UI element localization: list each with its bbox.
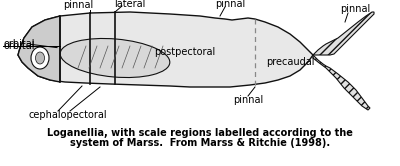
Ellipse shape [31, 47, 49, 69]
Text: system of Marss.  From Marss & Ritchie (1998).: system of Marss. From Marss & Ritchie (1… [70, 138, 330, 148]
Text: Loganellia, with scale regions labelled according to the: Loganellia, with scale regions labelled … [47, 128, 353, 138]
Text: pinnal: pinnal [215, 0, 245, 9]
Text: postpectoral: postpectoral [154, 47, 216, 57]
Text: orbital: orbital [3, 41, 34, 51]
Polygon shape [313, 55, 370, 110]
Polygon shape [18, 12, 313, 87]
Polygon shape [18, 16, 60, 82]
Text: pinnal: pinnal [340, 4, 370, 14]
Ellipse shape [36, 52, 44, 64]
Text: precaudal: precaudal [266, 57, 314, 67]
Text: cephalopectoral: cephalopectoral [29, 110, 107, 120]
Text: lateral: lateral [114, 0, 146, 9]
Text: pinnal: pinnal [63, 0, 93, 10]
Text: orbital: orbital [3, 39, 34, 49]
Ellipse shape [60, 39, 170, 78]
Polygon shape [313, 12, 374, 55]
Text: pinnal: pinnal [233, 95, 263, 105]
